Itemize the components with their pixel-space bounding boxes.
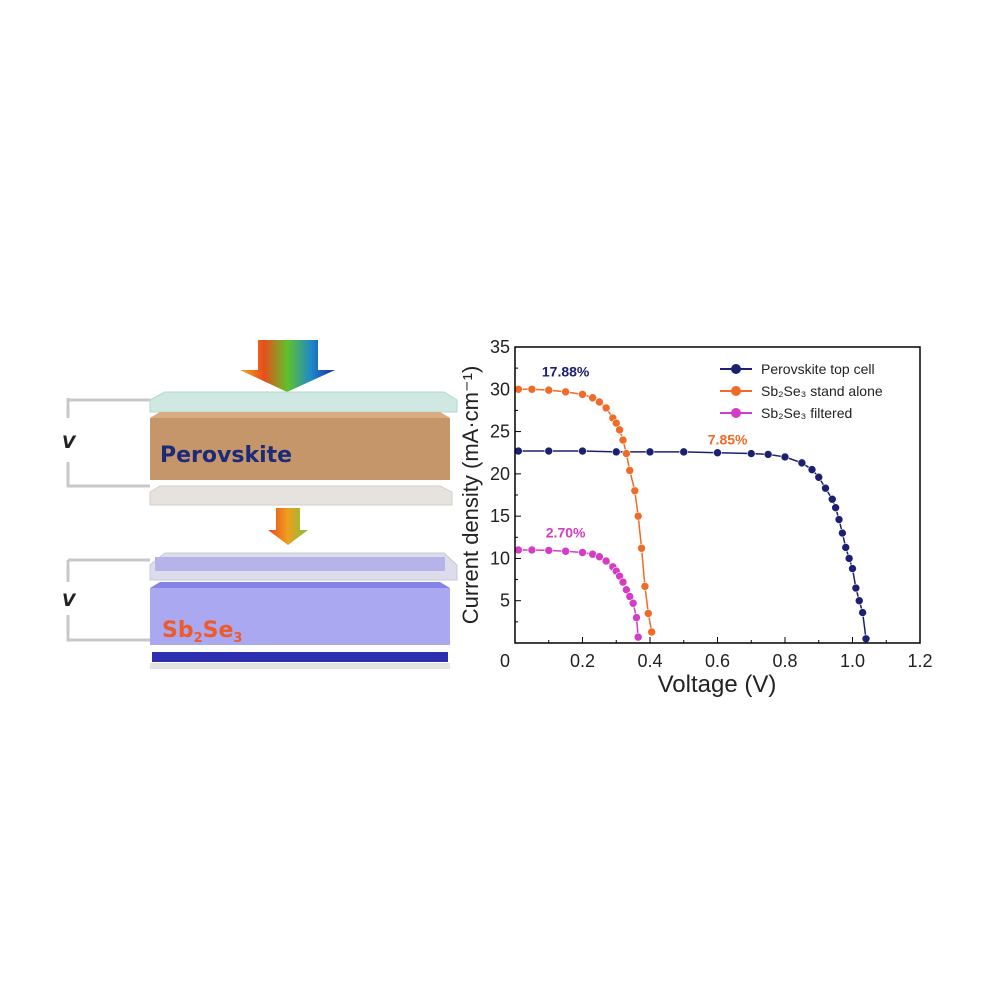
light-arrow-middle-icon — [268, 508, 308, 545]
data-point — [854, 596, 864, 606]
data-point — [713, 448, 722, 458]
perovskite-layer — [150, 418, 450, 480]
data-point — [622, 449, 631, 458]
efficiency-annotation: 2.70% — [546, 524, 586, 540]
x-tick-label: 0.4 — [637, 651, 662, 671]
y-tick-label: 25 — [490, 422, 510, 442]
y-tick-label: 5 — [500, 591, 510, 611]
data-point — [632, 613, 641, 622]
data-point — [821, 483, 830, 493]
data-point — [858, 608, 867, 617]
efficiency-annotation: 17.88% — [542, 364, 590, 380]
data-point — [561, 387, 570, 397]
data-point — [588, 393, 597, 403]
data-point — [763, 450, 773, 459]
data-point — [637, 543, 646, 553]
legend: Perovskite top cell Sb₂Se₃ stand alone Sb₂… — [720, 361, 883, 421]
data-point — [827, 494, 837, 504]
data-point — [647, 627, 656, 637]
data-point — [618, 577, 628, 587]
data-point — [615, 425, 624, 435]
data-point — [797, 458, 807, 468]
y-tick-label: 30 — [490, 379, 510, 399]
data-point — [679, 447, 689, 457]
light-arrow-top-icon — [240, 340, 335, 392]
sb2se3-label: Sb2Se3 — [162, 618, 242, 646]
legend-marker — [731, 386, 741, 396]
data-point — [544, 385, 554, 395]
y-tick-label: 10 — [490, 548, 510, 568]
data-point — [645, 447, 655, 457]
legend-marker — [731, 364, 741, 374]
data-point — [834, 515, 844, 524]
voltage-label-top: V — [62, 433, 77, 453]
x-axis-label: Voltage (V) — [658, 671, 777, 698]
data-point — [628, 598, 638, 608]
data-point — [633, 632, 643, 642]
legend-label: Sb₂Se₃ filtered — [761, 405, 852, 421]
data-point — [844, 554, 854, 563]
data-point — [578, 390, 587, 399]
y-tick-label: 35 — [490, 337, 510, 357]
data-point — [622, 585, 631, 595]
efficiency-annotation: 7.85% — [708, 431, 748, 447]
data-point — [611, 418, 621, 428]
data-point — [595, 552, 604, 562]
legend-label: Perovskite top cell — [761, 361, 875, 377]
data-point — [780, 452, 790, 462]
data-point — [861, 634, 871, 644]
data-point — [544, 546, 554, 555]
data-point — [625, 466, 635, 475]
data-point — [527, 545, 537, 555]
x-tick-label: 0.8 — [772, 651, 797, 671]
x-tick-label: 0 — [500, 651, 510, 671]
data-point — [848, 564, 857, 573]
data-point — [578, 446, 587, 456]
data-point — [807, 465, 817, 474]
data-point — [595, 397, 604, 407]
plot-frame — [514, 346, 921, 644]
x-tick-label: 0.2 — [570, 651, 595, 671]
data-point — [601, 556, 611, 566]
y-axis-label: Current density (mA·cm⁻¹) — [458, 366, 483, 625]
top-glass-layer — [149, 391, 458, 413]
data-point — [633, 511, 643, 521]
x-tick-label: 0.6 — [705, 651, 730, 671]
voltage-label-bottom: V — [62, 591, 77, 611]
data-point — [838, 528, 847, 538]
data-point — [814, 472, 824, 482]
y-tick-label: 20 — [490, 464, 510, 484]
data-point — [841, 543, 851, 552]
x-tick-label: 1.0 — [840, 651, 865, 671]
legend-marker — [731, 408, 741, 418]
data-point — [601, 403, 611, 413]
data-point — [640, 582, 650, 591]
data-point — [578, 548, 587, 557]
x-tick-label: 1.2 — [907, 651, 932, 671]
data-point — [618, 435, 628, 445]
perovskite-label: Perovskite — [160, 443, 292, 468]
series-line — [518, 549, 639, 638]
data-point — [561, 546, 570, 556]
data-point — [630, 486, 640, 496]
data-point — [527, 384, 537, 394]
data-point — [611, 447, 621, 457]
data-point — [625, 592, 635, 601]
y-tick-label: 15 — [490, 506, 510, 526]
legend-label: Sb₂Se₃ stand alone — [761, 383, 883, 399]
data-point — [644, 609, 653, 618]
series-line — [518, 450, 867, 639]
data-point — [831, 503, 840, 512]
data-point — [544, 446, 554, 456]
data-point — [851, 583, 861, 593]
sb2se3-layer — [150, 588, 450, 645]
data-point — [746, 449, 756, 458]
